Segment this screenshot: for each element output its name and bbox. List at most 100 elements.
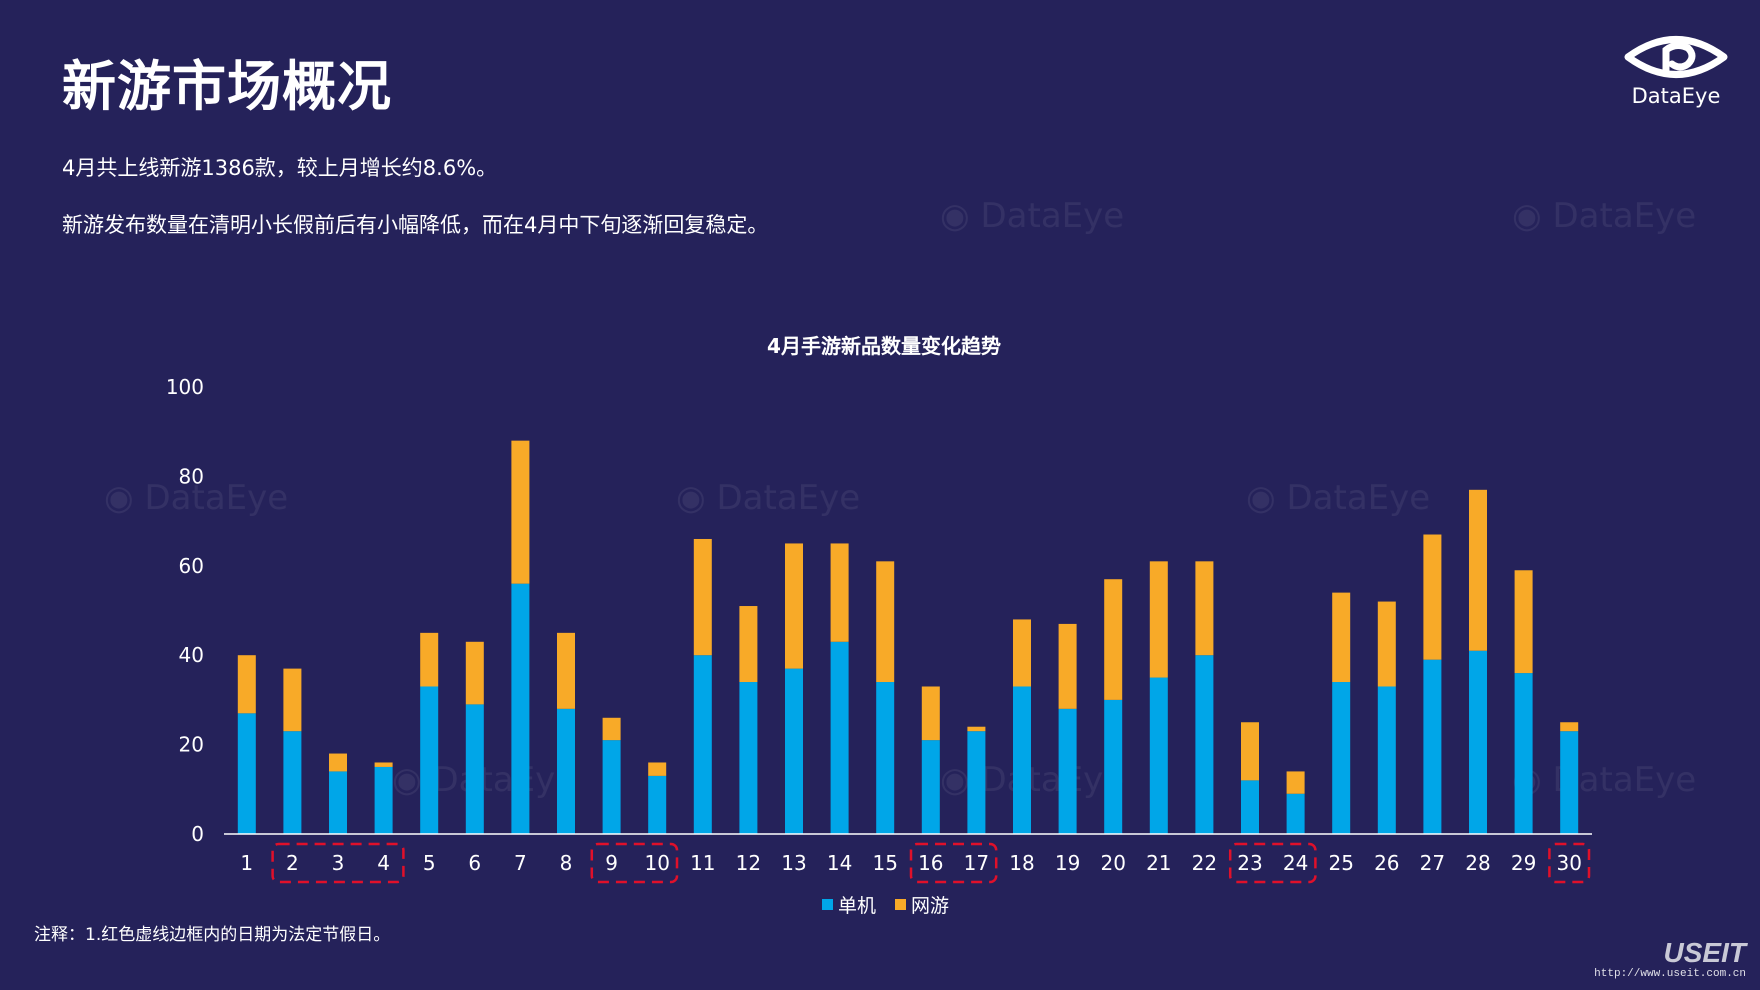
bar-single <box>921 740 940 834</box>
bar-single <box>1241 780 1259 834</box>
bar-single <box>1104 699 1123 834</box>
bar-single <box>374 766 393 834</box>
bar-single <box>420 686 439 834</box>
x-tick-label: 13 <box>781 851 806 875</box>
bar-online <box>785 543 803 669</box>
bar-online <box>1560 722 1579 732</box>
y-tick-label: 20 <box>179 733 204 757</box>
bar-online <box>967 726 986 732</box>
bar-single <box>511 583 530 834</box>
bar-single <box>1560 731 1579 834</box>
x-tick-label: 7 <box>514 851 527 875</box>
bar-single <box>465 704 484 834</box>
bar-online <box>648 762 667 776</box>
x-tick-label: 5 <box>423 851 436 875</box>
bar-single <box>1013 686 1031 834</box>
x-tick-label: 27 <box>1420 851 1445 875</box>
bar-single <box>830 641 849 834</box>
bar-online <box>420 632 439 687</box>
bar-single <box>283 731 302 834</box>
bar-online <box>283 668 302 732</box>
bar-online <box>1104 579 1123 700</box>
bar-online <box>1514 570 1533 674</box>
bar-online <box>329 753 347 772</box>
legend-swatch-online <box>895 899 906 910</box>
summary-paragraph-2: 新游发布数量在清明小长假前后有小幅降低，而在4月中下旬逐渐回复稳定。 <box>62 213 769 237</box>
y-tick-label: 0 <box>191 822 204 846</box>
x-tick-label: 18 <box>1009 851 1034 875</box>
eye-icon <box>1624 36 1728 78</box>
bar-online <box>876 561 895 683</box>
x-tick-label: 17 <box>964 851 989 875</box>
x-tick-label: 15 <box>872 851 897 875</box>
page-title: 新游市场概况 <box>62 55 392 118</box>
bar-online <box>511 440 530 584</box>
x-tick-label: 28 <box>1465 851 1490 875</box>
holiday-box <box>909 842 998 884</box>
useit-watermark: USEIT http://www.useit.com.cn <box>1594 938 1746 981</box>
x-tick-label: 9 <box>605 851 618 875</box>
x-tick-label: 20 <box>1100 851 1125 875</box>
bar-single <box>739 682 758 834</box>
holiday-box <box>271 842 405 884</box>
x-tick-label: 3 <box>332 851 345 875</box>
x-tick-label: 8 <box>560 851 573 875</box>
dataeye-logo: DataEye <box>1618 28 1734 112</box>
bar-online <box>1286 771 1305 794</box>
bar-online <box>557 632 575 709</box>
bar-single <box>1149 677 1168 834</box>
bar-online <box>739 606 758 683</box>
legend-label-online: 网游 <box>911 895 949 917</box>
x-tick-label: 6 <box>468 851 481 875</box>
x-tick-label: 30 <box>1556 851 1581 875</box>
bar-single <box>329 771 347 834</box>
bar-single <box>693 655 712 834</box>
brand-url: http://www.useit.com.cn <box>1594 968 1746 980</box>
legend-label-single: 单机 <box>838 895 876 917</box>
bar-single <box>785 668 803 834</box>
x-tick-label: 23 <box>1237 851 1262 875</box>
x-tick-label: 21 <box>1146 851 1171 875</box>
bar-online <box>1423 534 1442 660</box>
bar-single <box>1195 655 1214 834</box>
legend-swatch-single <box>822 899 833 910</box>
bar-online <box>374 762 393 767</box>
x-tick-label: 25 <box>1328 851 1353 875</box>
bar-single <box>1332 682 1351 834</box>
bar-single <box>1423 659 1442 834</box>
x-tick-label: 16 <box>918 851 943 875</box>
bar-single <box>876 682 895 834</box>
bar-online <box>1149 561 1168 678</box>
x-tick-label: 22 <box>1192 851 1217 875</box>
bar-single <box>1058 708 1077 834</box>
y-tick-label: 60 <box>179 554 204 578</box>
x-tick-label: 14 <box>827 851 852 875</box>
bar-online <box>1195 561 1214 656</box>
x-tick-label: 1 <box>240 851 253 875</box>
holiday-box <box>590 842 679 884</box>
bar-single <box>967 731 986 834</box>
x-tick-label: 4 <box>377 851 390 875</box>
bar-online <box>921 686 940 741</box>
x-tick-label: 24 <box>1283 851 1308 875</box>
bar-online <box>237 655 256 714</box>
footnote: 注释：1.红色虚线边框内的日期为法定节假日。 <box>34 925 391 945</box>
x-tick-label: 29 <box>1511 851 1536 875</box>
x-tick-label: 10 <box>644 851 669 875</box>
bar-online <box>465 641 484 705</box>
bar-single <box>1377 686 1396 834</box>
bar-online <box>1469 489 1487 651</box>
bar-single <box>1514 673 1533 834</box>
bar-single <box>557 708 575 834</box>
y-tick-label: 80 <box>179 464 204 488</box>
bar-online <box>602 717 621 741</box>
bar-online <box>1241 722 1259 781</box>
bar-online <box>1058 623 1077 709</box>
x-tick-label: 26 <box>1374 851 1399 875</box>
bar-single <box>1469 650 1487 834</box>
x-tick-label: 11 <box>690 851 715 875</box>
y-tick-label: 40 <box>179 643 204 667</box>
logo-text: DataEye <box>1631 84 1721 108</box>
